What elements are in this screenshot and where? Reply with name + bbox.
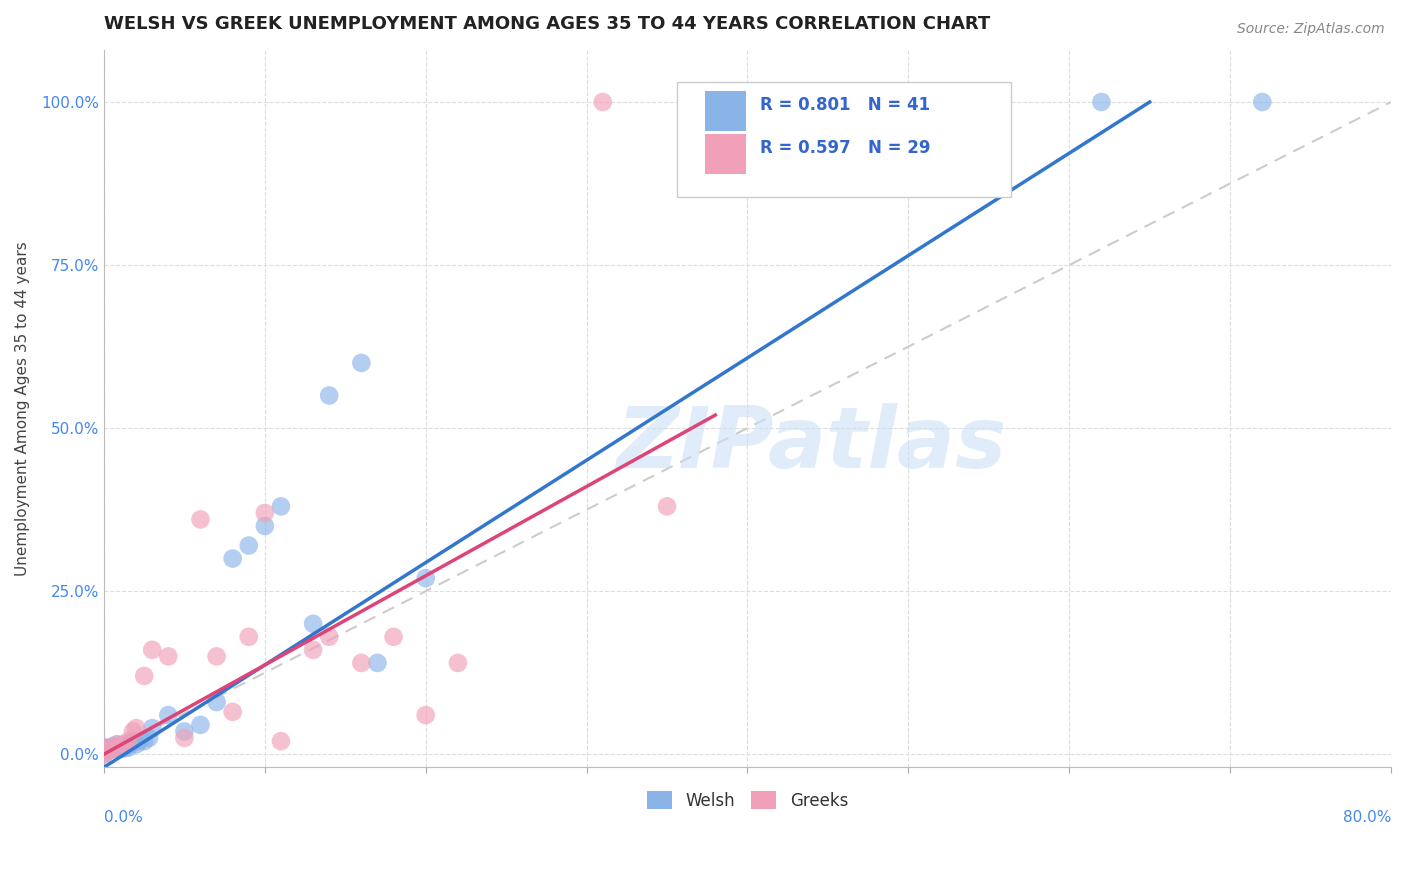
Point <box>253 506 276 520</box>
Point <box>103 742 125 756</box>
Point <box>350 656 373 670</box>
Point <box>93 744 115 758</box>
Point <box>107 740 129 755</box>
Point <box>115 738 138 752</box>
Point <box>108 739 131 754</box>
Point <box>112 740 135 755</box>
Point <box>592 95 614 109</box>
Point <box>93 744 115 758</box>
Point <box>366 656 388 670</box>
Point <box>125 738 148 752</box>
Point <box>238 630 260 644</box>
Point <box>302 643 325 657</box>
Point <box>117 740 139 755</box>
Point <box>173 724 195 739</box>
Point <box>138 731 160 745</box>
Point <box>318 630 340 644</box>
Point <box>104 740 127 755</box>
Point <box>122 734 145 748</box>
Point <box>117 734 139 748</box>
Point <box>173 731 195 745</box>
Y-axis label: Unemployment Among Ages 35 to 44 years: Unemployment Among Ages 35 to 44 years <box>15 241 30 576</box>
Point <box>125 721 148 735</box>
Point <box>105 738 128 752</box>
Point <box>105 738 128 752</box>
Point <box>318 388 340 402</box>
Point <box>111 742 134 756</box>
Point <box>205 649 228 664</box>
Point <box>704 95 727 109</box>
FancyBboxPatch shape <box>676 82 1011 197</box>
Text: Source: ZipAtlas.com: Source: ZipAtlas.com <box>1237 22 1385 37</box>
Point <box>141 643 163 657</box>
Point <box>238 539 260 553</box>
Point <box>350 356 373 370</box>
Point <box>93 747 115 762</box>
Point <box>302 616 325 631</box>
Point <box>415 571 437 585</box>
Point <box>447 656 470 670</box>
Point <box>122 724 145 739</box>
Point <box>205 695 228 709</box>
Point <box>415 708 437 723</box>
Point <box>128 734 150 748</box>
Point <box>190 512 212 526</box>
Point <box>221 705 243 719</box>
Point <box>270 500 292 514</box>
Point <box>157 649 180 664</box>
Point <box>93 747 115 762</box>
Point <box>655 500 678 514</box>
Point <box>270 734 292 748</box>
Point <box>1251 95 1274 109</box>
Text: 0.0%: 0.0% <box>104 810 143 825</box>
Point <box>134 669 156 683</box>
Point <box>114 740 136 755</box>
Point <box>253 519 276 533</box>
Text: R = 0.597   N = 29: R = 0.597 N = 29 <box>761 139 931 157</box>
Point <box>134 734 156 748</box>
Point <box>190 718 212 732</box>
Point <box>157 708 180 723</box>
Point <box>221 551 243 566</box>
Point <box>382 630 405 644</box>
Bar <box>704 135 747 174</box>
Text: ZIPatlas: ZIPatlas <box>617 403 1007 486</box>
Point <box>100 740 122 755</box>
Point <box>93 740 115 755</box>
Point <box>93 740 115 755</box>
Point <box>728 95 751 109</box>
Point <box>118 738 141 752</box>
Bar <box>704 92 747 131</box>
Text: R = 0.801   N = 41: R = 0.801 N = 41 <box>761 96 931 114</box>
Point <box>97 744 120 758</box>
Point <box>141 721 163 735</box>
Point <box>101 739 124 754</box>
Point <box>96 744 118 758</box>
Text: WELSH VS GREEK UNEMPLOYMENT AMONG AGES 35 TO 44 YEARS CORRELATION CHART: WELSH VS GREEK UNEMPLOYMENT AMONG AGES 3… <box>104 15 990 33</box>
Point <box>108 740 131 755</box>
Point <box>112 738 135 752</box>
Point <box>97 742 120 756</box>
Text: 80.0%: 80.0% <box>1343 810 1391 825</box>
Legend: Welsh, Greeks: Welsh, Greeks <box>640 785 855 816</box>
Point <box>101 740 124 755</box>
Point <box>1090 95 1112 109</box>
